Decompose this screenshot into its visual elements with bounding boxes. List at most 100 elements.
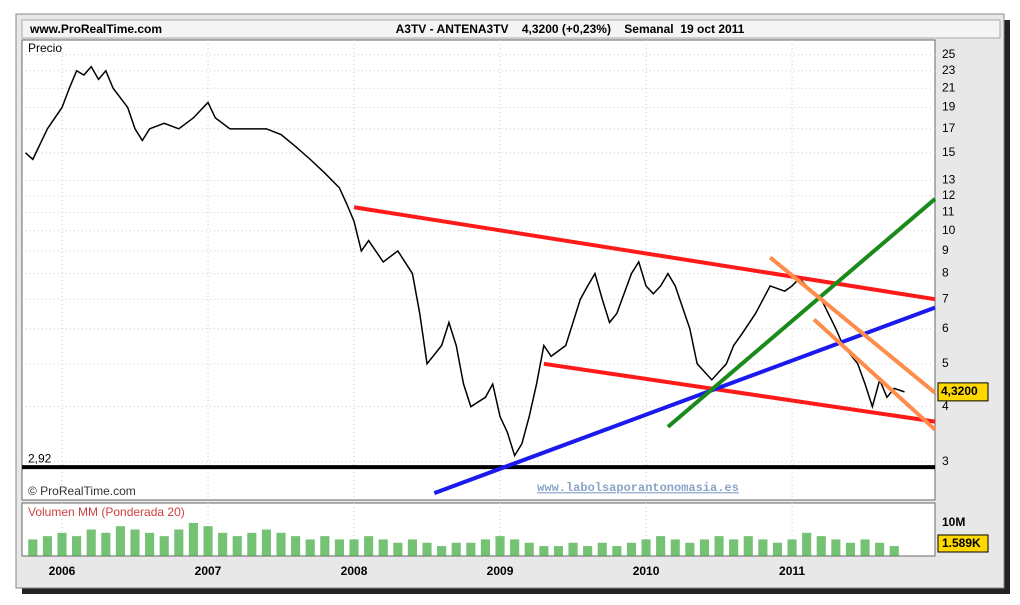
volume-bar bbox=[145, 532, 155, 556]
volume-bar bbox=[422, 542, 432, 556]
y-tick-label: 3 bbox=[942, 454, 949, 468]
volume-bar bbox=[232, 536, 242, 556]
volume-bar bbox=[101, 532, 111, 556]
last-price-box bbox=[937, 382, 989, 402]
watermark: www.labolsaporantonomasia.es bbox=[537, 481, 739, 495]
volume-bar bbox=[641, 539, 651, 556]
y-tick-label: 13 bbox=[942, 173, 956, 187]
volume-bar bbox=[875, 542, 885, 556]
volume-bar bbox=[787, 539, 797, 556]
volume-bar bbox=[334, 539, 344, 556]
volume-bar bbox=[42, 536, 52, 556]
y-tick-label: 7 bbox=[942, 291, 949, 305]
chart-title: A3TV - ANTENA3TV 4,3200 (+0,23%) Semanal… bbox=[396, 22, 745, 36]
volume-bar bbox=[72, 536, 82, 556]
y-tick-label: 4 bbox=[942, 399, 949, 413]
site: www.ProRealTime.com bbox=[29, 22, 162, 36]
volume-bar bbox=[28, 539, 38, 556]
volume-bar bbox=[568, 542, 578, 556]
volume-bar bbox=[802, 532, 812, 556]
y-tick-label: 5 bbox=[942, 356, 949, 370]
price-line bbox=[25, 65, 905, 458]
volume-bar bbox=[714, 536, 724, 556]
volume-bar bbox=[364, 536, 374, 556]
volume-bar bbox=[656, 536, 666, 556]
volume-bar bbox=[349, 539, 359, 556]
volume-bar bbox=[729, 539, 739, 556]
volume-bar bbox=[612, 546, 622, 556]
volume-bar bbox=[772, 542, 783, 556]
volume-bar bbox=[524, 542, 534, 556]
x-tick-label: 2009 bbox=[487, 564, 514, 578]
volume-bar bbox=[480, 539, 491, 556]
trend-line bbox=[812, 317, 937, 432]
x-tick-label: 2007 bbox=[195, 564, 222, 578]
volume-bar bbox=[130, 529, 140, 556]
volume-bar bbox=[203, 526, 213, 556]
volume-bar bbox=[159, 536, 169, 556]
volume-bar bbox=[261, 529, 271, 556]
y-tick-label: 6 bbox=[942, 321, 949, 335]
y-tick-label: 11 bbox=[942, 205, 955, 219]
volume-bar bbox=[218, 532, 228, 556]
volume-bar bbox=[583, 546, 593, 556]
panel-label: Precio bbox=[28, 41, 62, 55]
volume-bar bbox=[889, 546, 899, 556]
volume-bar bbox=[378, 539, 388, 556]
volume-bar bbox=[553, 546, 564, 556]
volume-bar bbox=[407, 539, 417, 556]
volume-bar bbox=[845, 542, 856, 556]
x-tick-label: 2011 bbox=[779, 564, 805, 578]
volume-bar bbox=[393, 542, 403, 556]
volume-bar bbox=[539, 546, 549, 556]
volume-last-box bbox=[937, 534, 989, 553]
last-price-label: 4,3200 bbox=[941, 384, 978, 398]
y-tick-label: 8 bbox=[942, 266, 949, 280]
volume-bar bbox=[670, 539, 680, 556]
y-tick-label: 9 bbox=[942, 243, 949, 257]
trend-line bbox=[768, 255, 937, 395]
trend-line bbox=[433, 305, 936, 495]
volume-bar bbox=[743, 536, 753, 556]
volume-bar bbox=[115, 526, 125, 556]
volume-tick-label: 10M bbox=[942, 515, 965, 529]
x-tick-label: 2008 bbox=[341, 564, 368, 578]
volume-bar bbox=[699, 539, 710, 556]
volume-bar bbox=[685, 542, 695, 556]
volume-bar bbox=[816, 536, 826, 556]
volume-label: Volumen MM (Ponderada 20) bbox=[28, 505, 185, 519]
y-tick-label: 21 bbox=[942, 80, 956, 94]
support-label: 2,92 bbox=[28, 451, 52, 465]
volume-bar bbox=[758, 539, 768, 556]
trend-line bbox=[543, 361, 936, 424]
volume-last-label: 1.589K bbox=[942, 536, 981, 550]
volume-bar bbox=[510, 539, 520, 556]
y-tick-label: 23 bbox=[942, 63, 956, 77]
volume-bar bbox=[291, 536, 301, 556]
volume-panel bbox=[21, 502, 936, 557]
y-tick-label: 17 bbox=[942, 121, 956, 135]
volume-bar bbox=[276, 532, 286, 556]
y-tick-label: 10 bbox=[942, 223, 956, 237]
volume-bar bbox=[597, 542, 607, 556]
y-tick-label: 12 bbox=[942, 188, 956, 202]
volume-bar bbox=[86, 529, 96, 556]
volume-bar bbox=[451, 542, 461, 556]
volume-bar bbox=[466, 542, 476, 556]
volume-bar bbox=[495, 536, 505, 556]
volume-bar bbox=[860, 539, 870, 556]
copyright: © ProRealTime.com bbox=[28, 484, 136, 498]
y-tick-label: 19 bbox=[942, 100, 956, 114]
volume-bar bbox=[305, 539, 315, 556]
y-tick-label: 15 bbox=[942, 145, 956, 159]
volume-bar bbox=[174, 529, 184, 556]
price-panel bbox=[21, 39, 936, 501]
volume-bar bbox=[831, 539, 841, 556]
header-bar bbox=[21, 19, 1001, 39]
volume-bar bbox=[437, 546, 447, 556]
volume-bar bbox=[188, 522, 198, 556]
volume-bar bbox=[247, 532, 257, 556]
trend-line bbox=[666, 197, 937, 429]
